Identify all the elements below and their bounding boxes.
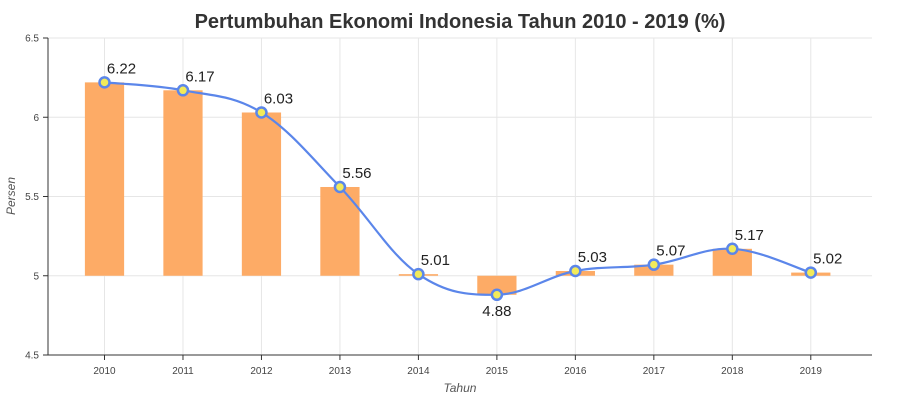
point-2011	[176, 84, 190, 97]
y-tick-label-3: 6	[33, 113, 39, 124]
point-2014	[412, 267, 425, 281]
y-tick-label-2: 5.5	[25, 192, 39, 203]
data-label-2013: 5.56	[342, 165, 371, 182]
chart-title: Pertumbuhan Ekonomi Indonesia Tahun 2010…	[195, 11, 726, 33]
point-2018	[726, 242, 739, 256]
x-tick-label-2010: 2010	[93, 366, 116, 377]
point-2012	[255, 106, 268, 119]
bar-2010	[84, 82, 125, 276]
data-label-2016: 5.03	[578, 249, 607, 266]
data-label-2017: 5.07	[656, 243, 685, 260]
data-label-2015: 4.88	[482, 303, 511, 320]
x-ticks: 2010 2011 2012 2013 2014 2015 2016 2017 2018 2019	[93, 355, 822, 377]
series-line	[104, 81, 812, 296]
point-2015	[490, 288, 504, 302]
x-axis-label: Tahun	[444, 381, 477, 395]
x-tick-label-2015: 2015	[486, 366, 509, 377]
bar-2012	[241, 112, 282, 276]
data-label-2014: 5.01	[421, 252, 450, 269]
x-tick-label-2016: 2016	[564, 366, 587, 377]
x-tick-label-2011: 2011	[172, 366, 194, 377]
x-tick-label-2013: 2013	[329, 366, 352, 377]
y-tick-label-1: 5	[33, 271, 39, 282]
y-tick-label-4: 6.5	[25, 34, 39, 45]
x-tick-label-2018: 2018	[721, 366, 744, 377]
y-axis-label: Persen	[4, 177, 18, 215]
data-label-2018: 5.17	[735, 227, 764, 244]
bar-2011	[163, 90, 203, 276]
point-2016	[569, 264, 582, 278]
point-2017	[647, 258, 661, 271]
data-label-2010: 6.22	[107, 60, 136, 77]
x-tick-label-2019: 2019	[800, 366, 823, 377]
bar-2013	[320, 186, 360, 276]
point-2019	[804, 266, 818, 279]
bar-2015	[477, 275, 517, 295]
x-tick-label-2017: 2017	[643, 366, 666, 377]
markers	[98, 76, 818, 302]
y-ticks: 4.5 5 5.5 6 6.5	[25, 34, 48, 362]
x-tick-label-2012: 2012	[250, 366, 273, 377]
data-labels: 6.22 6.17 6.03 5.56 5.01 4.88 5.03 5.07 5.17 5.02	[107, 60, 842, 319]
x-tick-label-2014: 2014	[407, 366, 430, 377]
data-label-2019: 5.02	[813, 251, 842, 268]
y-tick-label-0: 4.5	[25, 351, 39, 362]
bars	[84, 82, 831, 295]
point-2013	[333, 180, 347, 194]
data-label-2012: 6.03	[264, 90, 293, 107]
data-label-2011: 6.17	[185, 68, 214, 85]
point-2010	[98, 76, 111, 89]
